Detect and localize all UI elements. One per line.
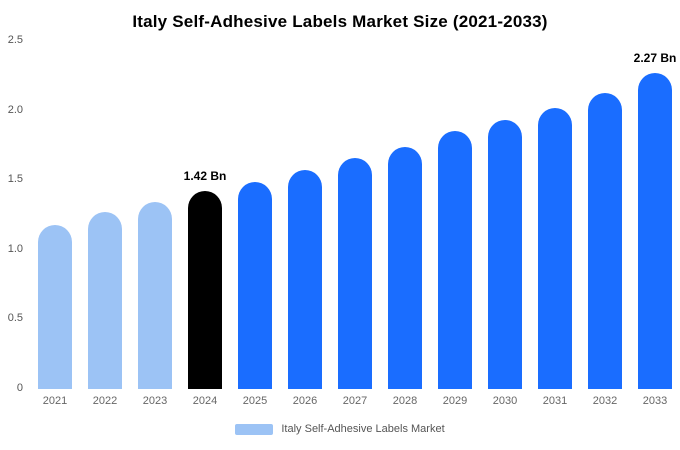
x-tick-label: 2026 [292, 395, 318, 407]
legend-swatch [235, 423, 274, 435]
x-tick-label: 2023 [142, 395, 168, 407]
bar-2021 [38, 224, 72, 389]
x-tick-label: 2031 [542, 395, 568, 407]
bar-2030 [488, 120, 522, 389]
bar-cell [380, 41, 430, 389]
chart-area: 0 0.5 1.0 1.5 2.0 2.5 1.42 Bn 2.27 Bn [0, 34, 680, 394]
y-tick-label: 0 [16, 382, 23, 394]
y-tick-label: 2.5 [7, 34, 23, 46]
bar-cell [230, 41, 280, 389]
y-axis: 0 0.5 1.0 1.5 2.0 2.5 [0, 34, 26, 394]
bar-cell [480, 41, 530, 389]
bar-cell [530, 41, 580, 389]
bar-cell [330, 41, 380, 389]
bar-2022 [88, 212, 122, 389]
bar-2027 [338, 157, 372, 389]
bar-cell [580, 41, 630, 389]
bar-cell [80, 41, 130, 389]
data-label-2024: 1.42 Bn [183, 169, 227, 184]
y-tick-label: 2.0 [7, 103, 23, 116]
bar-2029 [438, 131, 472, 389]
bar-2031 [538, 107, 572, 389]
legend-label: Italy Self-Adhesive Labels Market [281, 423, 445, 435]
x-tick-label: 2022 [92, 395, 118, 407]
bar-cell [130, 41, 180, 389]
bar-cell [280, 41, 330, 389]
bar-2023 [138, 202, 172, 389]
plot-area: 1.42 Bn 2.27 Bn [30, 41, 680, 389]
data-label-2033: 2.27 Bn [633, 51, 677, 66]
bar-2025 [238, 181, 272, 389]
x-tick-label: 2028 [392, 395, 418, 407]
bar-cell: 1.42 Bn [180, 41, 230, 389]
bar-cell [430, 41, 480, 389]
x-tick-label: 2021 [42, 395, 68, 407]
x-tick-label: 2025 [242, 395, 268, 407]
bar-cell: 2.27 Bn [630, 41, 680, 389]
bar-cell [30, 41, 80, 389]
bar-2028 [388, 146, 422, 389]
bar-2024 [188, 191, 222, 389]
x-tick-label: 2024 [192, 395, 218, 407]
chart-title: Italy Self-Adhesive Labels Market Size (… [132, 12, 548, 31]
y-tick-label: 1.0 [7, 242, 23, 255]
x-tick-label: 2033 [642, 395, 668, 407]
x-axis: 2021 2022 2023 2024 2025 2026 2027 2028 2029 2030… [30, 389, 680, 407]
bar-2032 [588, 92, 622, 389]
x-tick-label: 2027 [342, 395, 368, 407]
y-tick-label: 1.5 [7, 173, 23, 186]
y-tick-label: 0.5 [7, 312, 23, 325]
legend: Italy Self-Adhesive Labels Market [0, 423, 680, 435]
x-tick-label: 2029 [442, 395, 468, 407]
x-tick-label: 2030 [492, 395, 518, 407]
bar-2033 [638, 73, 672, 389]
x-tick-label: 2032 [592, 395, 618, 407]
bar-2026 [288, 170, 322, 389]
